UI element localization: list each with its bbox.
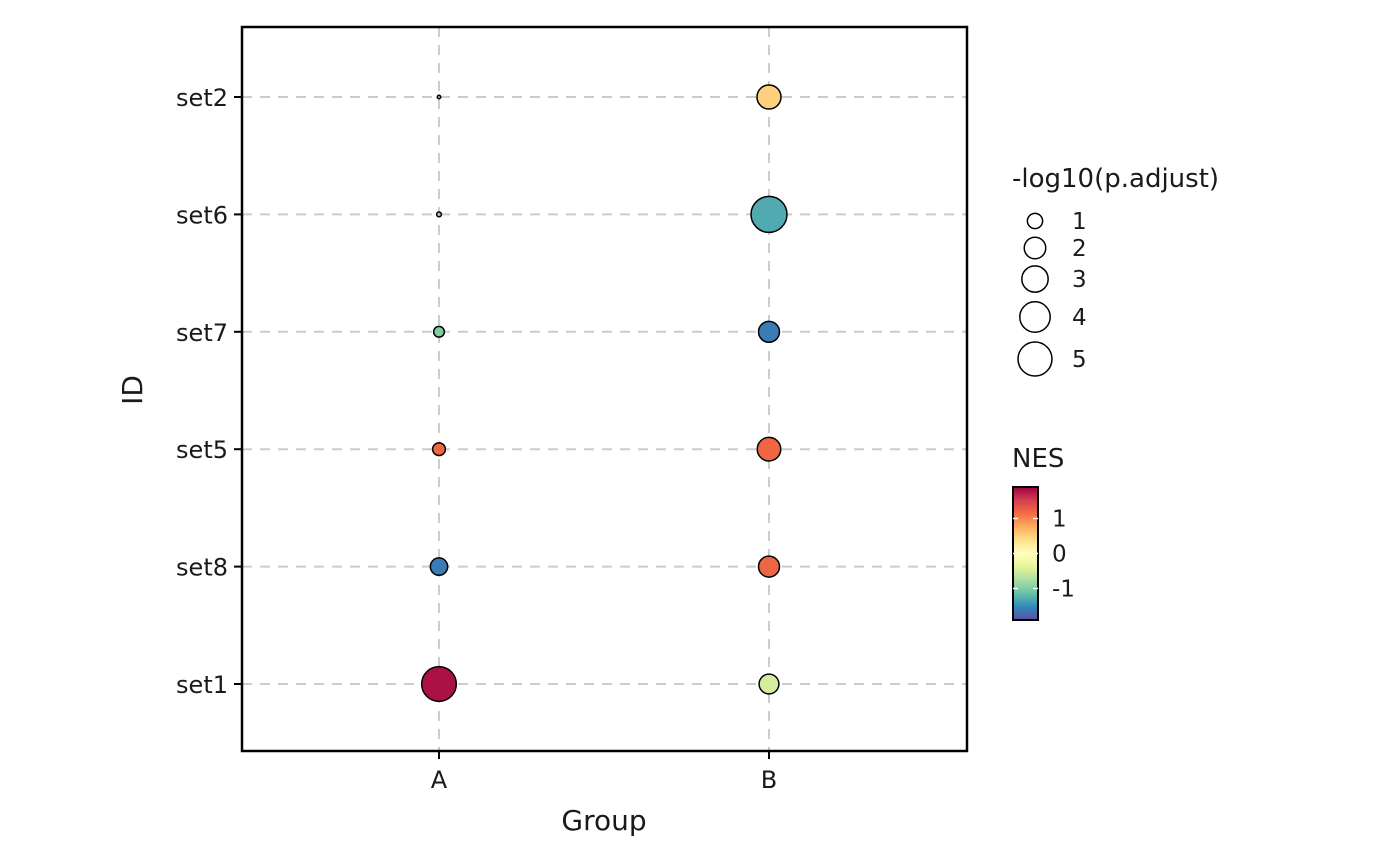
x-tick-label-A: A (431, 766, 448, 794)
y-tick-label-set8: set8 (176, 554, 228, 582)
size-legend-label-2: 2 (1072, 236, 1087, 262)
point-A-set8 (429, 557, 449, 577)
y-tick-label-set5: set5 (176, 436, 228, 464)
y-axis-title: ID (116, 375, 149, 405)
size-legend-key-2 (1023, 236, 1047, 260)
size-legend-key-4 (1019, 301, 1051, 333)
point-B-set2 (756, 84, 782, 110)
x-axis-title: Group (561, 804, 646, 837)
size-legend-label-1: 1 (1072, 209, 1087, 235)
color-legend-title: NES (1012, 444, 1064, 474)
point-B-set5 (756, 436, 782, 462)
size-legend-key-1 (1026, 212, 1044, 230)
size-legend-label-3: 3 (1072, 267, 1087, 293)
size-legend-key-5 (1017, 341, 1053, 377)
size-legend-key-3 (1021, 265, 1049, 293)
point-A-set5 (431, 442, 447, 457)
y-axis: set2 set6 set7 set5 set8 set1 (176, 84, 242, 699)
y-tick-label-set2: set2 (176, 84, 228, 112)
y-tick-label-set1: set1 (176, 671, 228, 699)
data-points (420, 84, 788, 703)
size-legend-label-5: 5 (1072, 347, 1087, 373)
size-legend-items: 12 3 4 5 (1017, 209, 1087, 377)
point-B-set1 (758, 673, 780, 695)
point-A-set2 (436, 94, 442, 100)
point-A-set1 (420, 665, 458, 703)
plot-panel (240, 25, 969, 753)
point-A-set6 (435, 211, 443, 218)
point-B-set8 (757, 555, 781, 578)
color-legend-tick-label-2: -1 (1052, 577, 1075, 603)
point-B-set6 (750, 195, 788, 234)
color-legend-ticks: 1 0 -1 (1013, 507, 1075, 603)
x-tick-label-B: B (761, 766, 777, 794)
color-legend: NES 1 0 -1 (1012, 444, 1075, 621)
size-legend: -log10(p.adjust) 12 3 4 5 (1012, 164, 1219, 377)
color-legend-tick-label-0: 1 (1052, 507, 1067, 533)
grid-lines (242, 27, 967, 751)
point-B-set7 (757, 320, 781, 344)
y-tick-label-set7: set7 (176, 319, 228, 347)
panel-border (240, 25, 969, 753)
size-legend-label-4: 4 (1072, 305, 1087, 331)
point-A-set7 (432, 325, 446, 338)
color-legend-tick-label-1: 0 (1052, 542, 1067, 568)
size-legend-title: -log10(p.adjust) (1012, 164, 1219, 194)
y-tick-label-set6: set6 (176, 201, 228, 229)
